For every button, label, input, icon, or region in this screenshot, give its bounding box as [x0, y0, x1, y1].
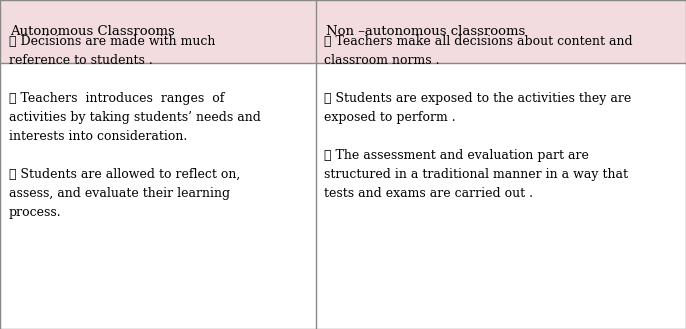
Text: Non –autonomous classrooms: Non –autonomous classrooms [326, 25, 525, 38]
Bar [316, 0, 686, 63]
Text: ✓ Teachers make all decisions about content and
classroom norms .

✓ Students ar: ✓ Teachers make all decisions about cont… [324, 35, 633, 200]
Text: ✓ Decisions are made with much
reference to students .

✓ Teachers  introduces  : ✓ Decisions are made with much reference… [9, 35, 261, 218]
Text: Autonomous Classrooms: Autonomous Classrooms [10, 25, 175, 38]
Bar [0, 0, 316, 63]
